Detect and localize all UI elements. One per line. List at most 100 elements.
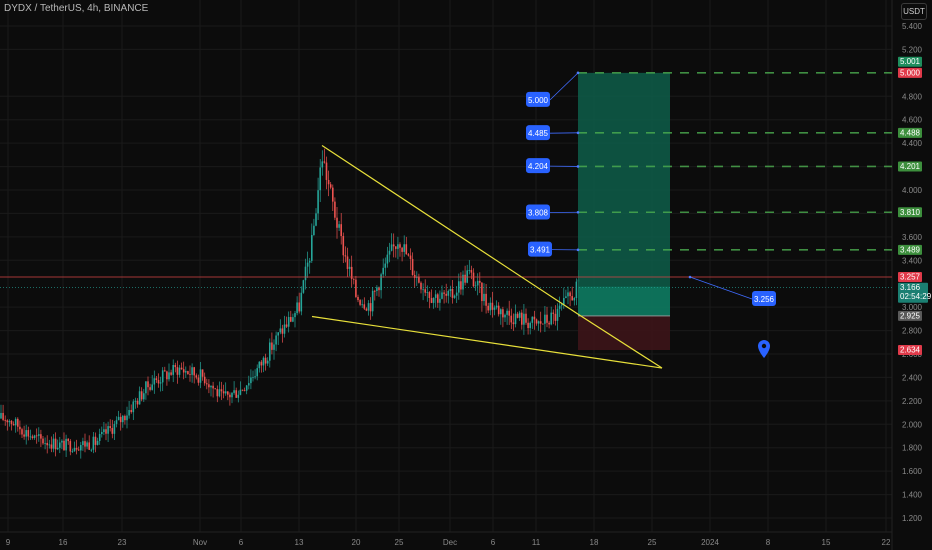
- candle-down: [119, 416, 122, 423]
- candle-down: [193, 367, 195, 376]
- x-tick-label: Dec: [443, 538, 457, 547]
- candle-down: [521, 312, 523, 325]
- candle-up: [269, 342, 271, 361]
- candle-down: [378, 287, 380, 291]
- candle-up: [573, 298, 576, 301]
- candle-up: [367, 303, 370, 311]
- candle-down: [203, 376, 206, 384]
- candle-down: [470, 270, 473, 273]
- wedge-lower-line[interactable]: [311, 315, 663, 369]
- candle-down: [2, 412, 4, 420]
- candle-up: [151, 384, 153, 390]
- price-tag-red-line: [898, 272, 922, 283]
- candle-down: [212, 385, 214, 389]
- candle-up: [302, 280, 305, 293]
- price-tag-top: [898, 56, 922, 67]
- candle-up: [426, 292, 429, 293]
- candle-up: [14, 418, 17, 426]
- profit-zone[interactable]: [578, 72, 670, 316]
- candle-up: [504, 314, 506, 318]
- candle-up: [558, 305, 561, 309]
- candle-down: [552, 312, 555, 314]
- candle-down: [94, 436, 97, 445]
- candle-down: [105, 429, 107, 434]
- candle-up: [138, 391, 141, 405]
- candle-down: [554, 313, 557, 321]
- candle-down: [472, 272, 475, 287]
- candle-up: [458, 281, 460, 293]
- target-callout[interactable]: [526, 158, 550, 174]
- candle-up: [296, 302, 298, 314]
- candle-up: [210, 385, 212, 388]
- candle-up: [65, 438, 67, 451]
- callout-anchor: [576, 71, 580, 75]
- candle-down: [430, 298, 433, 303]
- candle-up: [537, 321, 540, 324]
- candle-down: [19, 426, 21, 430]
- callout-anchor: [576, 248, 580, 252]
- candle-up: [266, 360, 269, 364]
- candle-down: [401, 247, 403, 252]
- x-tick-label: 16: [59, 538, 68, 547]
- candle-down: [229, 394, 231, 398]
- target-callout[interactable]: [526, 125, 550, 141]
- target-callout-text: 3.491: [530, 246, 551, 255]
- candle-up: [80, 445, 82, 451]
- target-callout[interactable]: [526, 204, 550, 220]
- candle-up: [113, 423, 116, 434]
- symbol-title[interactable]: DYDX / TetherUS, 4h, BINANCE: [4, 3, 149, 14]
- candle-down: [359, 300, 361, 305]
- wedge-upper-line[interactable]: [321, 144, 579, 315]
- candle-down: [481, 282, 483, 302]
- candle-down: [405, 244, 408, 255]
- candle-up: [153, 378, 156, 385]
- x-tick-label: 6: [491, 538, 496, 547]
- candle-down: [216, 389, 219, 397]
- candle-down: [42, 438, 44, 444]
- candle-down: [187, 371, 189, 375]
- candle-down: [6, 420, 9, 423]
- stop-loss-zone[interactable]: [578, 315, 670, 351]
- candle-up: [44, 442, 46, 444]
- candle-up: [382, 267, 384, 275]
- candle-up: [191, 367, 193, 375]
- candle-down: [525, 313, 527, 323]
- candle-up: [134, 400, 137, 402]
- candle-down: [4, 419, 6, 421]
- candle-up: [185, 371, 187, 373]
- candle-down: [323, 161, 326, 163]
- price-tag-current: [898, 282, 928, 303]
- candle-down: [84, 441, 86, 447]
- target-callout-text: 3.808: [528, 208, 549, 217]
- line-callout-text: 3.256: [754, 295, 775, 304]
- candle-up: [462, 274, 464, 290]
- candle-down: [340, 224, 342, 237]
- target-callout[interactable]: [526, 91, 550, 107]
- target-callout[interactable]: [528, 241, 552, 257]
- candle-up: [397, 244, 399, 249]
- candle-down: [539, 321, 542, 324]
- x-tick-label: 22: [882, 538, 891, 547]
- x-tick-label: 23: [118, 538, 127, 547]
- candle-down: [411, 258, 414, 275]
- target-callout-text: 5.000: [528, 96, 549, 105]
- location-pin-icon[interactable]: [758, 340, 770, 358]
- candle-up: [275, 335, 277, 345]
- x-tick-label: 6: [239, 538, 244, 547]
- line-callout[interactable]: [752, 291, 776, 306]
- wedge-upper-extension[interactable]: [577, 313, 663, 369]
- candle-up: [390, 244, 393, 251]
- candle-up: [287, 317, 290, 327]
- candle-down: [208, 384, 210, 388]
- currency-button[interactable]: USDT: [901, 3, 927, 20]
- candle-down: [460, 281, 462, 290]
- candle-up: [306, 262, 309, 267]
- y-tick-label: 4.800: [902, 92, 923, 101]
- y-tick-label: 5.200: [902, 45, 923, 54]
- candle-up: [506, 310, 508, 315]
- candle-down: [487, 305, 489, 311]
- candle-up: [224, 391, 227, 394]
- candle-up: [86, 442, 88, 447]
- candle-down: [157, 380, 160, 384]
